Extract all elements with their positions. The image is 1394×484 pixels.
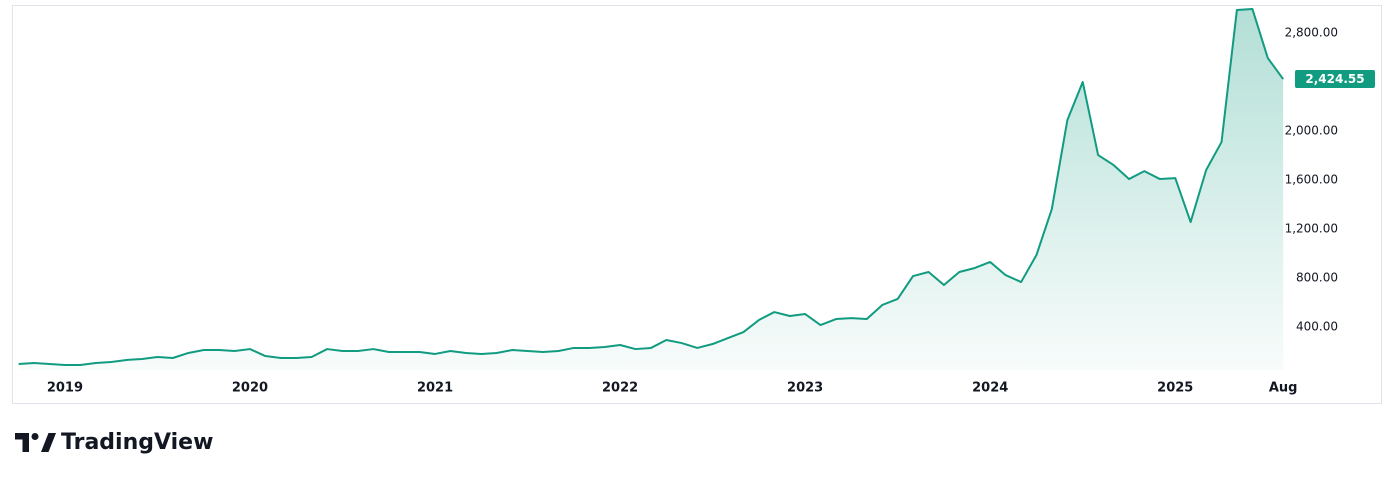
- y-tick-label: 1,200.00: [1285, 222, 1338, 236]
- y-tick-label: 800.00: [1296, 271, 1338, 285]
- x-tick-label: 2019: [47, 381, 83, 396]
- x-tick-label: 2025: [1157, 381, 1193, 396]
- x-tick-label: 2021: [417, 381, 453, 396]
- y-tick-label: 2,000.00: [1285, 124, 1338, 138]
- area-fill: [18, 9, 1284, 370]
- brand: TradingView: [61, 430, 213, 455]
- chart-frame: [12, 5, 1382, 404]
- last-price-label: 2,424.55: [1305, 72, 1364, 86]
- y-tick-label: 1,600.00: [1285, 173, 1338, 187]
- x-tick-label: 2023: [787, 381, 823, 396]
- x-tick-label: Aug: [1269, 381, 1298, 396]
- logo-icon: [15, 433, 56, 452]
- x-tick-label: 2020: [232, 381, 268, 396]
- y-tick-label: 400.00: [1296, 320, 1338, 334]
- last-price-badge: [1295, 70, 1375, 89]
- y-tick-label: 2,800.00: [1285, 26, 1338, 40]
- price-line: [18, 8, 1284, 366]
- x-tick-label: 2022: [602, 381, 638, 396]
- x-tick-label: 2024: [972, 381, 1008, 396]
